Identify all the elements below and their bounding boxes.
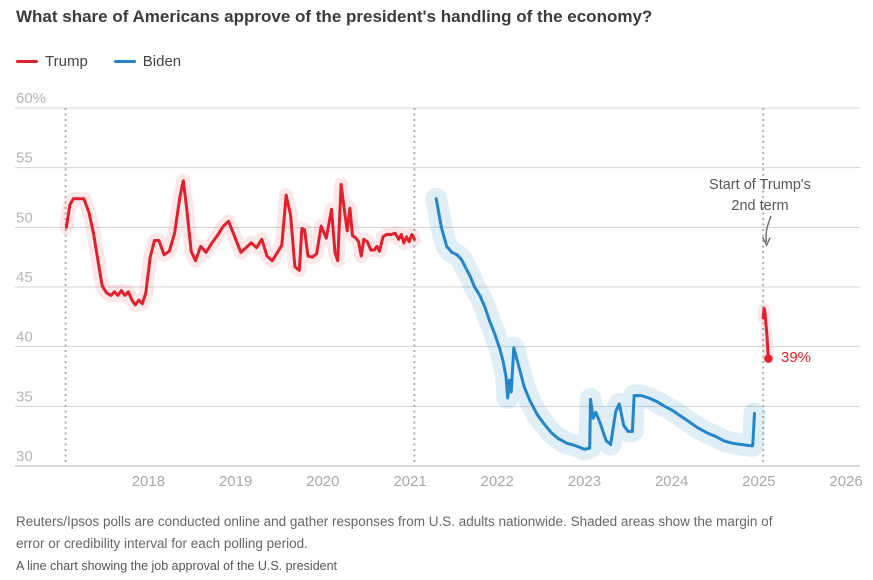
legend-item-trump: Trump — [16, 53, 88, 70]
end-value-label: 39% — [781, 349, 811, 366]
alt-text-caption: A line chart showing the job approval of… — [16, 559, 338, 573]
legend-label-trump: Trump — [45, 53, 88, 70]
chart-generated-layer: 60% 55 50 45 40 35 30 2018 2019 2020 2021 2022 2023 2… — [15, 90, 863, 490]
y-axis-label-45: 45 — [16, 269, 33, 286]
source-note: Reuters/Ipsos polls are conducted online… — [16, 511, 860, 555]
x-axis-label-2026: 2026 — [829, 473, 862, 490]
y-axis-label-60: 60% — [16, 90, 46, 107]
y-axis-label-50: 50 — [16, 209, 33, 226]
x-axis-label-2018: 2018 — [132, 473, 165, 490]
approval-line-trump-2nd-term — [761, 307, 770, 361]
x-axis-label-2023: 2023 — [568, 473, 601, 490]
x-axis-label-2024: 2024 — [655, 473, 688, 490]
x-axis-label-2025: 2025 — [742, 473, 775, 490]
x-axis-label-2021: 2021 — [393, 473, 426, 490]
x-axis-label-2022: 2022 — [481, 473, 514, 490]
approval-line-trump — [64, 179, 416, 307]
x-axis-label-2020: 2020 — [306, 473, 339, 490]
chart-title: What share of Americans approve of the p… — [16, 7, 653, 26]
annotation-start-trump-2nd-term-line2: 2nd term — [731, 198, 788, 214]
approval-line-biden — [434, 197, 756, 451]
source-note-line1: Reuters/Ipsos polls are conducted online… — [16, 514, 773, 529]
source-note-line2: error or credibility interval for each p… — [16, 536, 308, 551]
biden-line-swatch — [113, 60, 136, 63]
legend-label-biden: Biden — [142, 53, 182, 70]
annotation-arrow — [765, 215, 772, 243]
y-axis-label-55: 55 — [16, 150, 33, 167]
annotation-start-trump-2nd-term-line1: Start of Trump's — [709, 177, 811, 193]
end-point-marker — [764, 354, 773, 363]
y-axis-label-35: 35 — [16, 388, 33, 405]
y-axis-label-40: 40 — [16, 329, 33, 346]
chart-legend: Trump Biden — [16, 53, 181, 70]
annotation-arrowhead-icon — [761, 236, 771, 247]
legend-item-biden: Biden — [113, 53, 182, 70]
trump-line-swatch — [16, 60, 38, 63]
x-axis-label-2019: 2019 — [219, 473, 252, 490]
y-axis-label-30: 30 — [16, 448, 33, 465]
